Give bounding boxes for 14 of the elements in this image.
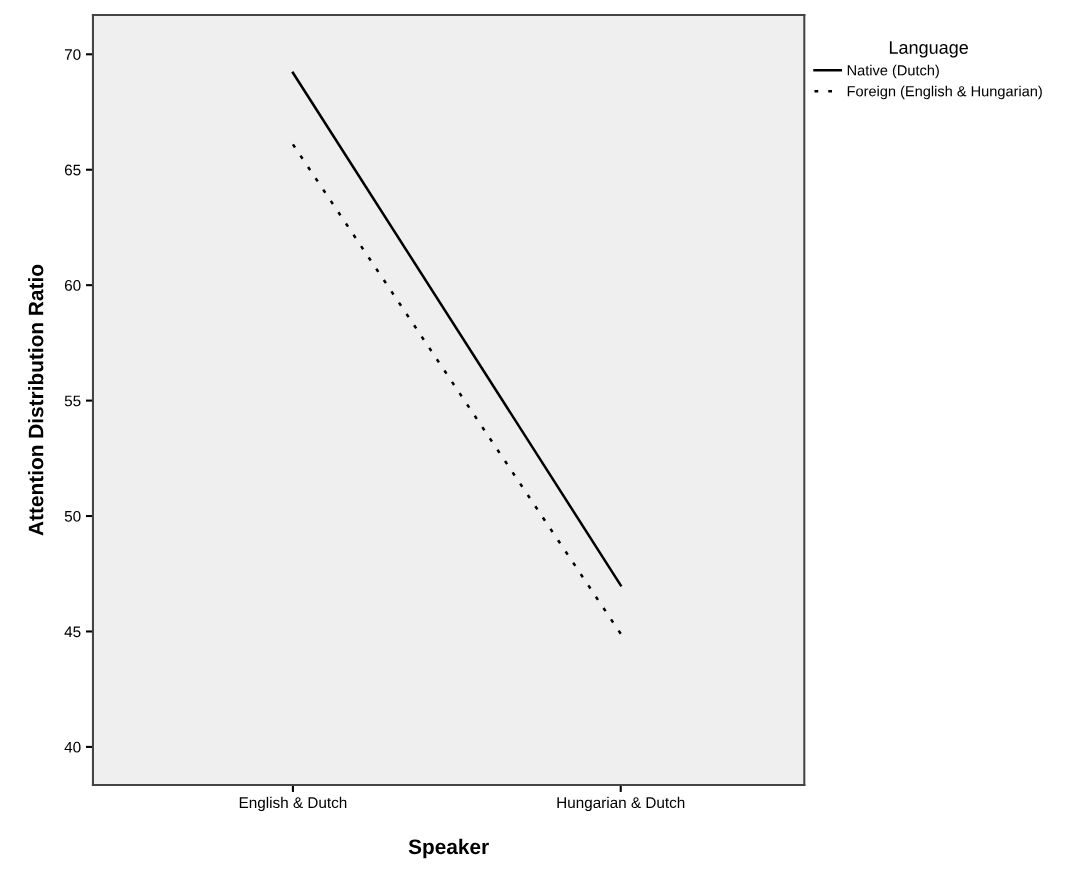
- legend-label: Native (Dutch): [847, 64, 939, 79]
- x-tick-label: Hungarian & Dutch: [557, 796, 685, 812]
- y-tick-label: 50: [64, 510, 81, 522]
- y-tick-label: 60: [64, 280, 81, 291]
- x-tick-label: English & Dutch: [239, 796, 347, 812]
- y-axis-title: Attention Distribution Ratio: [28, 264, 44, 536]
- x-axis-title: Speaker: [408, 838, 489, 859]
- legend-label: Foreign (English & Hungarian): [847, 85, 1042, 100]
- y-tick-label: 40: [64, 741, 81, 753]
- y-tick-label: 65: [64, 164, 81, 176]
- y-tick-label: 55: [64, 395, 81, 407]
- y-tick-label: 45: [64, 626, 81, 638]
- legend-title: Language: [889, 41, 968, 58]
- y-tick-label: 70: [64, 49, 81, 60]
